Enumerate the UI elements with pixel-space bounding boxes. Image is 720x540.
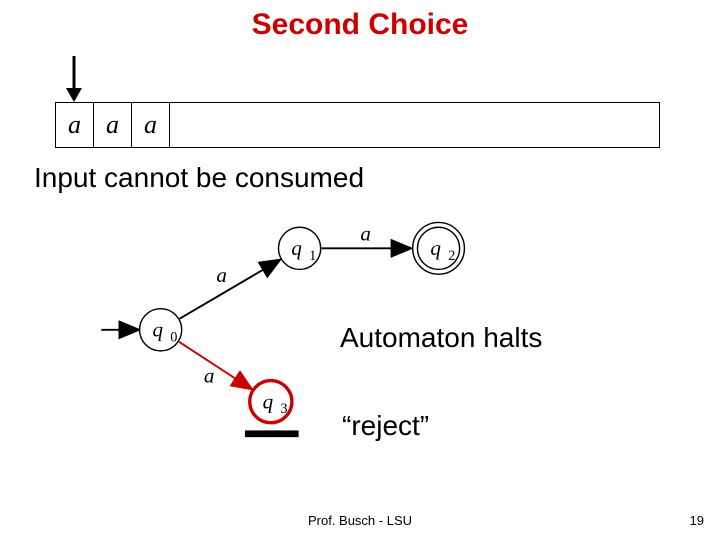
edge-label: a [216, 263, 227, 287]
tape-blank [170, 103, 659, 147]
state-sub: 3 [280, 401, 287, 417]
state-label: q [263, 389, 274, 413]
status-text: Input cannot be consumed [34, 162, 364, 194]
halts-label: Automaton halts [340, 322, 542, 354]
state-sub: 0 [170, 329, 177, 345]
state-label: q [430, 236, 441, 260]
edge-label: a [360, 222, 371, 246]
state-label: q [152, 318, 163, 342]
tape-cell: a [94, 103, 132, 147]
edge [179, 342, 251, 389]
input-tape: aaa [55, 102, 660, 148]
halt-bar [245, 430, 299, 437]
slide-title: Second Choice [0, 8, 720, 42]
page-number: 19 [690, 513, 704, 528]
state-sub: 1 [309, 248, 316, 264]
tape-cell: a [56, 103, 94, 147]
reject-label: “reject” [342, 410, 429, 442]
edge [180, 260, 279, 318]
edge-label: a [204, 363, 215, 387]
state-sub: 2 [448, 248, 455, 264]
tape-head-arrow [64, 56, 84, 102]
tape-cell: a [132, 103, 170, 147]
state-label: q [291, 236, 302, 260]
footer-text: Prof. Busch - LSU [0, 513, 720, 528]
